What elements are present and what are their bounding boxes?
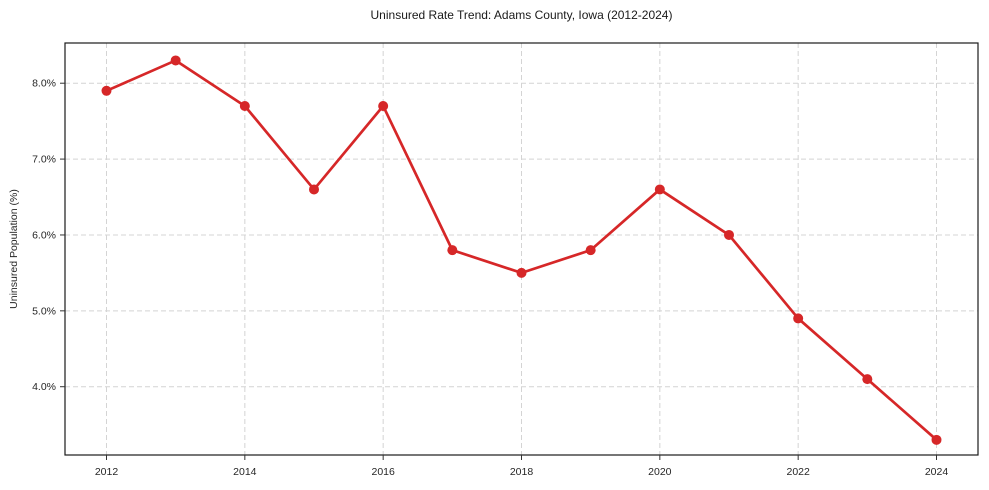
x-tick-label: 2020 (648, 466, 672, 478)
x-tick-label: 2014 (233, 466, 257, 478)
data-point-2019 (585, 245, 596, 256)
y-tick-label: 6.0% (32, 229, 56, 241)
x-tick-label: 2022 (786, 466, 810, 478)
data-point-2017 (447, 245, 458, 256)
data-point-2022 (793, 313, 804, 324)
data-point-2018 (516, 267, 527, 278)
data-point-2024 (931, 434, 942, 445)
plot-border (64, 42, 979, 456)
data-point-2023 (862, 374, 873, 385)
x-tick-label: 2018 (510, 466, 534, 478)
y-tick-label: 7.0% (32, 154, 56, 166)
data-point-2013 (170, 55, 181, 66)
data-point-2016 (378, 100, 389, 111)
data-point-2015 (309, 184, 319, 195)
y-tick-label: 4.0% (32, 381, 56, 393)
y-axis-label: Uninsured Population (%) (8, 189, 20, 309)
chart-title: Uninsured Rate Trend: Adams County, Iowa… (370, 8, 673, 22)
data-point-2021 (724, 229, 734, 240)
data-point-2012 (101, 85, 112, 96)
data-point-2014 (239, 100, 250, 111)
x-tick-label: 2012 (95, 466, 119, 478)
data-point-2020 (654, 184, 665, 195)
y-tick-label: 5.0% (32, 305, 56, 317)
y-tick-label: 8.0% (32, 78, 56, 90)
x-tick-label: 2016 (371, 466, 395, 478)
x-tick-label: 2024 (925, 466, 949, 478)
